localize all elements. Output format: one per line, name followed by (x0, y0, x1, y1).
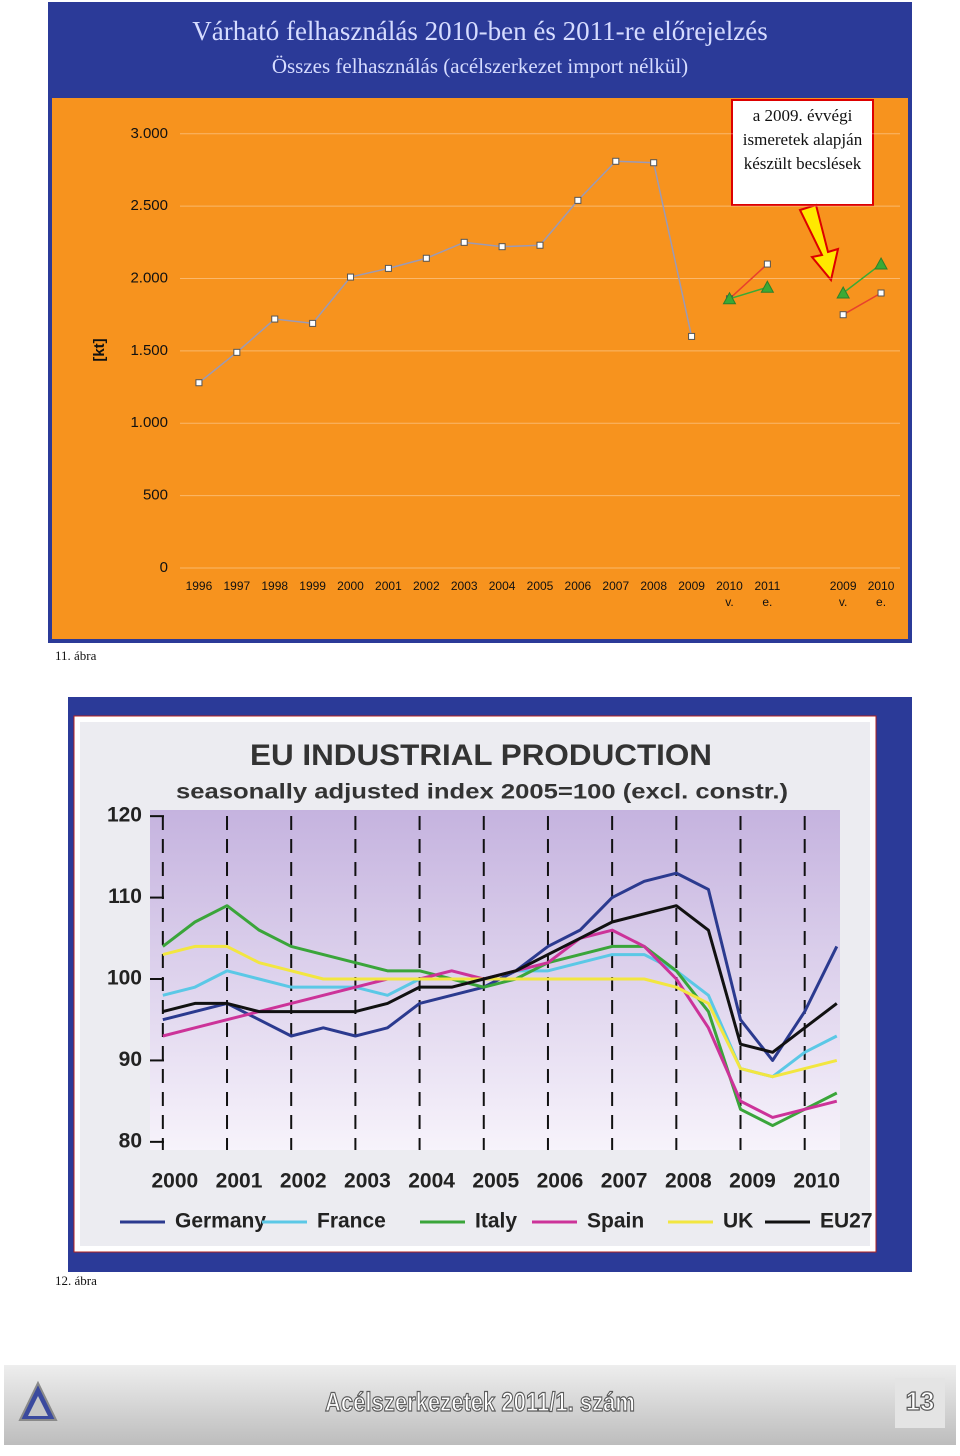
x-tick-label: 2010 e. (867, 579, 895, 609)
x-tick-label: 2005 (526, 579, 554, 593)
y-tick-label: 1.500 (130, 342, 168, 359)
x-tick-label: 2006 (537, 1170, 584, 1193)
x-tick-label: 2010 v. (716, 579, 743, 609)
y-tick-label: 90 (119, 1048, 142, 1071)
data-point (347, 273, 355, 281)
data-point (650, 159, 658, 167)
series-line (728, 263, 882, 316)
x-tick-label: 2002 (412, 579, 440, 593)
chart2-subtitle: seasonally adjusted index 2005=100 (excl… (176, 781, 788, 804)
data-point (384, 264, 392, 272)
caption: 11. ábra (55, 648, 97, 663)
data-point (763, 260, 771, 268)
series-line (162, 904, 838, 1054)
y-tick-label: 0 (160, 559, 168, 576)
series-line (162, 944, 838, 1079)
x-tick-label: 2010 (793, 1170, 840, 1193)
legend-label: Italy (475, 1210, 517, 1233)
footer-title: Acélszerkezetek 2011/1. szám (325, 1387, 635, 1417)
legend-label: France (317, 1210, 386, 1233)
x-tick-label: 1996 (185, 579, 213, 593)
y-tick-label: 100 (107, 967, 142, 990)
legend-label: UK (723, 1210, 753, 1233)
data-point (877, 289, 885, 297)
data-point (422, 254, 430, 262)
data-point (271, 315, 279, 323)
x-tick-label: 1999 (299, 579, 326, 593)
chart1-subtitle: Összes felhasználás (acélszerkezet impor… (272, 54, 688, 78)
series-line (161, 904, 838, 1128)
legend-label: Spain (587, 1210, 644, 1233)
data-point (536, 241, 544, 249)
x-tick-label: 2004 (488, 579, 516, 593)
x-tick-label: 2001 (216, 1170, 263, 1193)
legend-label: EU27 (820, 1210, 873, 1233)
x-tick-label: 2004 (408, 1170, 455, 1193)
data-point (574, 196, 582, 204)
data-point (195, 379, 203, 387)
y-tick-label: 80 (119, 1129, 142, 1152)
series-line (198, 160, 693, 384)
x-tick-label: 2003 (450, 579, 478, 593)
data-point (874, 257, 888, 270)
y-tick-label: 500 (143, 487, 168, 504)
data-point (233, 348, 241, 356)
page-number-box (895, 1378, 945, 1428)
y-tick-label: 1.000 (130, 414, 168, 431)
y-tick-label: 3.000 (130, 125, 168, 142)
x-tick-label: 1998 (261, 579, 289, 593)
chart2-title: EU INDUSTRIAL PRODUCTION (250, 739, 712, 772)
x-tick-label: 2007 (602, 579, 630, 593)
x-tick-label: 2009 (678, 579, 705, 593)
annotation-arrow (798, 203, 840, 283)
x-tick-label: 2003 (344, 1170, 391, 1193)
x-tick-label: 1997 (223, 579, 251, 593)
data-point (460, 238, 468, 246)
y-tick-label: 2.500 (130, 197, 168, 214)
x-tick-label: 2000 (151, 1170, 198, 1193)
y-tick-label: 110 (108, 885, 142, 908)
x-tick-label: 2000 (337, 579, 364, 593)
data-point (836, 285, 851, 299)
data-point (498, 243, 506, 251)
x-tick-label: 2008 (640, 579, 668, 593)
data-point (760, 280, 775, 293)
x-tick-label: 2008 (665, 1170, 712, 1193)
page-number: 13 (906, 1386, 935, 1416)
x-tick-label: 2009 v. (829, 579, 857, 609)
caption: 12. ábra (55, 1273, 97, 1288)
data-point (688, 332, 696, 340)
legend-label: Germany (175, 1210, 266, 1233)
logo (28, 1396, 48, 1416)
x-tick-label: 2007 (601, 1170, 648, 1193)
x-tick-label: 2006 (564, 579, 592, 593)
y-tick-label: 120 (107, 804, 142, 827)
data-point (722, 291, 737, 305)
x-tick-label: 2001 (375, 579, 402, 593)
x-tick-label: 2005 (472, 1170, 519, 1193)
annotation-box (731, 99, 874, 206)
y-tick-label: 2.000 (130, 269, 168, 286)
x-tick-label: 2011 e. (754, 579, 781, 609)
chart1-title: Várható felhasználás 2010-ben és 2011-re… (192, 16, 768, 46)
annotation: a 2009. évvégi ismeretek alapján készült… (742, 106, 863, 173)
data-point (839, 311, 847, 319)
x-tick-label: 2009 (729, 1170, 776, 1193)
y-axis-label: [kt] (91, 338, 108, 361)
data-point (612, 157, 620, 165)
footer-band (4, 1365, 956, 1445)
x-tick-label: 2002 (280, 1170, 327, 1193)
data-point (309, 319, 317, 327)
